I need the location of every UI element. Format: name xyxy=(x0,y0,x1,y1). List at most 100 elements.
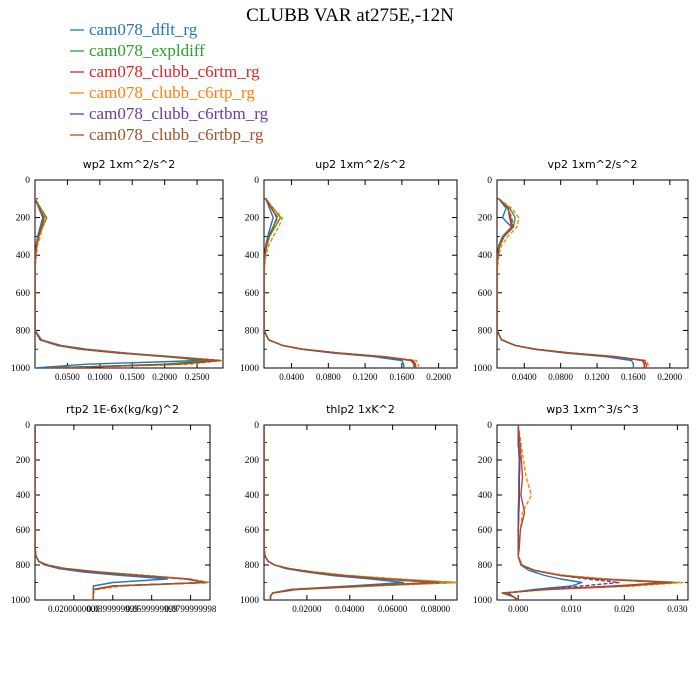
y-tick-label: 200 xyxy=(16,456,31,466)
x-tick-label: 0.2500 xyxy=(185,372,210,382)
legend-label: cam078_dflt_rg xyxy=(89,20,198,39)
x-tick-label: 0.0800 xyxy=(316,372,341,382)
series-line-2 xyxy=(264,198,415,368)
plot-frame xyxy=(263,424,458,601)
legend-label: cam078_clubb_c6rtbm_rg xyxy=(89,104,269,123)
plot-frame xyxy=(34,179,224,369)
subplot-3: vp2 1xm^2/s^2 0 200 400 600 800 1000 0.0400 0.08… xyxy=(473,158,689,382)
series-group xyxy=(501,425,684,600)
x-tick-label: 0.2000 xyxy=(152,372,177,382)
y-tick-label: 600 xyxy=(16,526,31,536)
y-tick-label: 400 xyxy=(16,491,31,501)
y-tick-label: 200 xyxy=(478,214,493,224)
y-tick-label: 600 xyxy=(245,289,260,299)
y-tick-label: 200 xyxy=(16,214,31,224)
y-tick-label: 400 xyxy=(478,251,493,261)
y-tick-label: 600 xyxy=(478,526,493,536)
series-line-6 xyxy=(501,425,673,600)
series-line-1 xyxy=(264,198,405,368)
subplot-5: thlp2 1xK^2 0 200 400 600 800 1000 0.02000 0.040… xyxy=(240,403,458,614)
series-line-3 xyxy=(264,425,437,600)
series-group xyxy=(497,198,649,368)
subplot-title: rtp2 1E-6x(kg/kg)^2 xyxy=(66,403,179,416)
series-line-6 xyxy=(35,425,207,600)
y-tick-label: 800 xyxy=(478,326,493,336)
series-line-2 xyxy=(35,198,211,368)
series-line-6 xyxy=(35,198,221,368)
y-tick-label: 0 xyxy=(254,176,259,186)
plot-frame xyxy=(496,424,689,601)
y-tick-label: 600 xyxy=(478,289,493,299)
series-line-4 xyxy=(497,198,649,368)
series-group xyxy=(35,425,210,600)
series-line-3 xyxy=(35,198,218,368)
legend-label: cam078_clubb_c6rtbp_rg xyxy=(89,125,264,144)
plot-frame xyxy=(263,179,458,369)
x-tick-label: 0.000 xyxy=(508,604,529,614)
subplot-1: wp2 1xm^2/s^2 0 200 400 600 800 1000 0.0500 0.10… xyxy=(11,158,224,382)
legend-item: cam078_dflt_rg xyxy=(70,20,198,39)
x-tick-label: 0.0399999999 xyxy=(87,604,139,614)
y-tick-label: 200 xyxy=(478,456,493,466)
subplot-title: wp2 1xm^2/s^2 xyxy=(83,158,176,171)
x-tick-label: 0.04000 xyxy=(335,604,365,614)
y-tick-label: 400 xyxy=(245,251,260,261)
y-tick-label: 0 xyxy=(25,421,30,431)
legend-label: cam078_clubb_c6rtp_rg xyxy=(89,83,255,102)
legend-item: cam078_clubb_c6rtbm_rg xyxy=(70,104,269,123)
series-line-2 xyxy=(501,425,679,600)
y-tick-label: 400 xyxy=(478,491,493,501)
legend: cam078_dflt_rg cam078_expldiff cam078_club… xyxy=(70,20,269,144)
x-tick-label: 0.1600 xyxy=(621,372,646,382)
series-line-5 xyxy=(35,198,221,368)
y-tick-label: 800 xyxy=(478,561,493,571)
y-tick-label: 1000 xyxy=(240,364,259,374)
series-line-2 xyxy=(497,198,645,368)
y-tick-label: 800 xyxy=(245,561,260,571)
x-tick-label: 0.010 xyxy=(561,604,582,614)
series-line-3 xyxy=(497,198,645,368)
y-tick-label: 200 xyxy=(245,214,260,224)
subplot-6: wp3 1xm^3/s^3 0 200 400 600 800 1000 0.000 0.010… xyxy=(473,403,689,614)
x-tick-label: 0.020 xyxy=(614,604,635,614)
y-tick-label: 0 xyxy=(25,176,30,186)
x-tick-label: 0.0400 xyxy=(512,372,537,382)
series-line-3 xyxy=(264,198,416,368)
x-tick-label: 0.0800 xyxy=(548,372,573,382)
series-line-4 xyxy=(35,198,223,368)
x-tick-label: 0.08000 xyxy=(421,604,451,614)
y-tick-label: 1000 xyxy=(473,364,492,374)
y-tick-label: 200 xyxy=(245,456,260,466)
series-line-4 xyxy=(264,198,420,368)
legend-item: cam078_clubb_c6rtbp_rg xyxy=(70,125,264,144)
x-tick-label: 0.0799999998 xyxy=(165,604,217,614)
y-tick-label: 800 xyxy=(16,326,31,336)
series-group xyxy=(264,198,420,368)
series-line-6 xyxy=(264,198,417,368)
x-tick-label: 0.1200 xyxy=(353,372,378,382)
x-tick-label: 0.1500 xyxy=(120,372,145,382)
series-line-3 xyxy=(501,425,668,600)
series-line-6 xyxy=(497,198,647,368)
legend-item: cam078_clubb_c6rtm_rg xyxy=(70,62,260,81)
y-tick-label: 400 xyxy=(16,251,31,261)
y-tick-label: 600 xyxy=(245,526,260,536)
figure-title: CLUBB VAR at275E,-12N xyxy=(246,5,454,26)
series-line-4 xyxy=(501,425,684,600)
y-tick-label: 0 xyxy=(254,421,259,431)
series-line-1 xyxy=(35,198,202,368)
legend-label: cam078_expldiff xyxy=(89,41,205,60)
series-line-5 xyxy=(497,198,647,368)
y-tick-label: 1000 xyxy=(11,364,30,374)
x-tick-label: 0.0500 xyxy=(55,372,80,382)
panels: wp2 1xm^2/s^2 0 200 400 600 800 1000 0.0500 0.10… xyxy=(11,158,689,614)
y-tick-label: 1000 xyxy=(11,596,30,606)
x-tick-label: 0.0599999999 xyxy=(126,604,178,614)
series-group xyxy=(35,198,223,368)
x-tick-label: 0.2000 xyxy=(426,372,451,382)
y-tick-label: 600 xyxy=(16,289,31,299)
x-tick-label: 0.06000 xyxy=(378,604,408,614)
series-line-1 xyxy=(497,198,635,368)
legend-label: cam078_clubb_c6rtm_rg xyxy=(89,62,260,81)
